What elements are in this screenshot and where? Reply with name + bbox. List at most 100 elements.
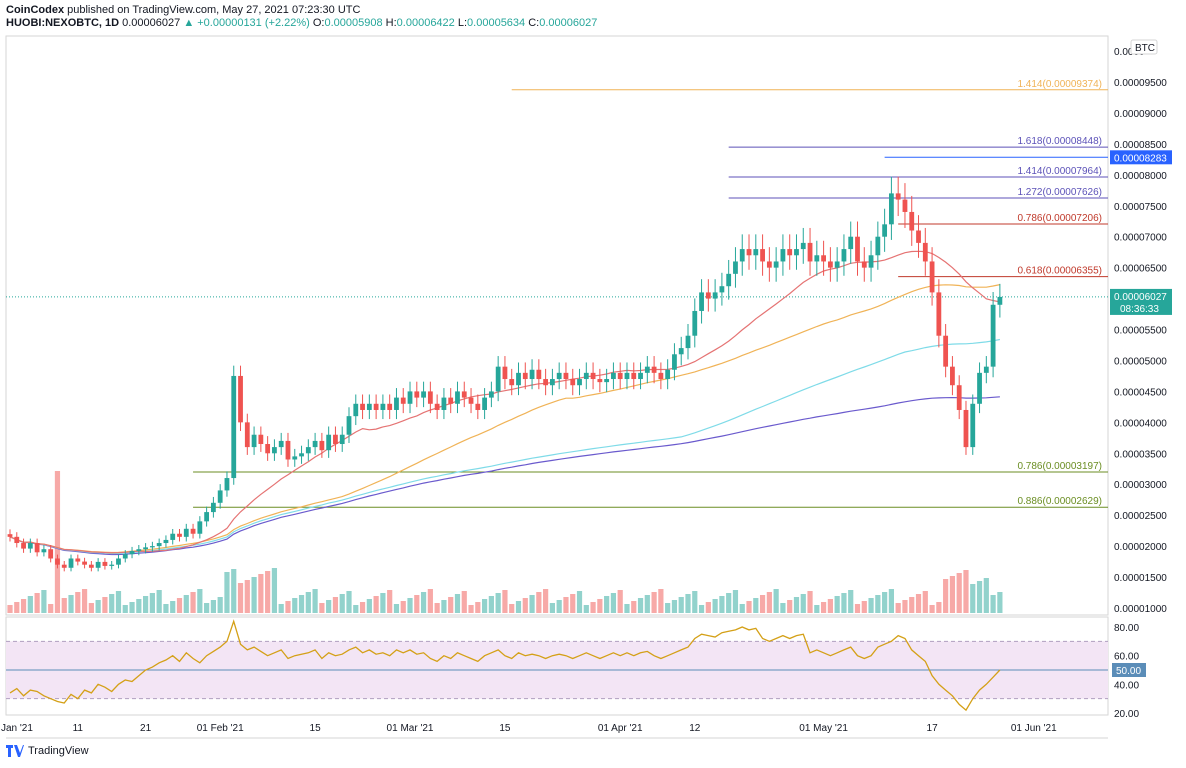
volume-bar xyxy=(563,597,569,613)
rsi-current-badge xyxy=(1112,663,1146,677)
tradingview-footer[interactable]: TradingView xyxy=(6,745,89,757)
price-tick-label: 0.00007500 xyxy=(1114,202,1167,213)
price-tick-label: 0.00003000 xyxy=(1114,480,1167,491)
candle-body xyxy=(604,379,610,383)
volume-bar xyxy=(312,589,318,613)
candle-body xyxy=(75,558,81,562)
fibonacci-levels: 1.414(0.00009374) 1.618(0.00008448) 1.414(… xyxy=(6,79,1108,508)
candle-body xyxy=(156,543,162,547)
candle-body xyxy=(672,354,677,370)
candle-body xyxy=(821,255,826,262)
currency-label: BTC xyxy=(1135,43,1155,54)
candle-body xyxy=(509,379,515,386)
price-tick-label: 0.00009000 xyxy=(1114,109,1167,120)
candle-body xyxy=(177,533,182,537)
volume-bar xyxy=(197,589,203,613)
volume-bar xyxy=(658,589,664,613)
candle-body xyxy=(739,249,745,262)
volume-bar xyxy=(81,589,88,613)
fib-level-label: 1.414(0.00007964) xyxy=(1017,166,1102,177)
volume-bar xyxy=(61,598,67,613)
high-value: 0.00006422 xyxy=(396,17,455,29)
candle-body xyxy=(387,403,393,410)
candle-body xyxy=(231,375,237,479)
candle-body xyxy=(299,453,304,457)
volume-bar xyxy=(129,602,135,613)
last-price-badge xyxy=(1110,288,1172,315)
candle-body xyxy=(868,255,874,268)
candle-body xyxy=(407,391,413,404)
volume-bar xyxy=(305,592,311,613)
volume-bar xyxy=(759,595,766,613)
time-tick-label: 01 Jan '21 xyxy=(0,723,33,734)
time-tick-label: 01 Feb '21 xyxy=(197,723,244,734)
last-price: 0.00006027 xyxy=(122,17,181,29)
sma20-line xyxy=(9,250,1001,554)
candle-body xyxy=(373,403,379,410)
volume-bar xyxy=(434,603,440,613)
volume-bar xyxy=(773,589,779,613)
volume-bar xyxy=(800,594,806,613)
high-label: H: xyxy=(385,17,397,29)
volume-bar xyxy=(68,595,74,613)
volume-bar xyxy=(427,589,433,613)
volume-bar xyxy=(739,604,745,613)
volume-bar xyxy=(441,600,447,613)
volume-bar xyxy=(834,596,840,613)
volume-bar xyxy=(95,600,101,613)
volume-bar xyxy=(393,604,400,613)
volume-bar xyxy=(787,600,793,613)
volume-bar xyxy=(448,597,454,613)
last-price-label: 0.00006027 xyxy=(1114,292,1167,303)
high-marker-badge xyxy=(1110,150,1172,165)
candle-body xyxy=(224,478,230,491)
candle-body xyxy=(631,372,637,380)
volume-bar xyxy=(115,591,122,613)
volume-bar xyxy=(210,600,216,613)
fib-level-label: 0.786(0.00007206) xyxy=(1017,213,1102,224)
volume-bar xyxy=(454,594,461,613)
volume-bar xyxy=(14,602,20,613)
candle-body xyxy=(305,447,311,454)
candle-body xyxy=(970,403,976,448)
candle-body xyxy=(238,375,243,423)
candle-body xyxy=(889,193,894,225)
low-label: L: xyxy=(457,17,468,29)
volume-bar xyxy=(75,592,81,613)
volume-bar xyxy=(902,600,908,613)
price-tick-label: 0.00001500 xyxy=(1114,573,1167,584)
rsi-line xyxy=(9,619,1001,712)
rsi-tick-label: 60.00 xyxy=(1114,652,1139,663)
time-tick-label: 11 xyxy=(73,723,84,734)
volume-bar xyxy=(915,594,922,613)
volume-bar xyxy=(976,581,983,613)
candle-body xyxy=(360,403,365,410)
volume-bar xyxy=(861,601,867,613)
volume-bar xyxy=(698,605,705,613)
candle-body xyxy=(719,286,725,293)
candle-body xyxy=(787,249,793,256)
volume-bar xyxy=(258,574,264,613)
volume-bar xyxy=(366,599,372,613)
rsi-tick-label: 80.00 xyxy=(1114,623,1139,634)
volume-bar xyxy=(461,591,467,613)
volume-bar xyxy=(780,603,786,613)
volume-bar xyxy=(339,594,345,613)
price-tick-label: 0.00002500 xyxy=(1114,511,1167,522)
candle-body xyxy=(312,440,318,448)
price-tick-label: 0.00008000 xyxy=(1114,171,1167,182)
volume-bar xyxy=(604,596,610,613)
candle-body xyxy=(14,536,20,544)
candle-body xyxy=(61,564,67,568)
volume-bar xyxy=(326,600,332,613)
candle-body xyxy=(895,193,901,200)
candle-body xyxy=(997,296,1003,305)
volume-bar xyxy=(678,597,684,613)
candle-body xyxy=(448,397,454,404)
candle-body xyxy=(536,369,542,380)
volume-bar xyxy=(34,593,40,613)
volume-bar xyxy=(746,601,752,613)
candle-body xyxy=(272,447,277,454)
candle-body xyxy=(265,444,271,454)
